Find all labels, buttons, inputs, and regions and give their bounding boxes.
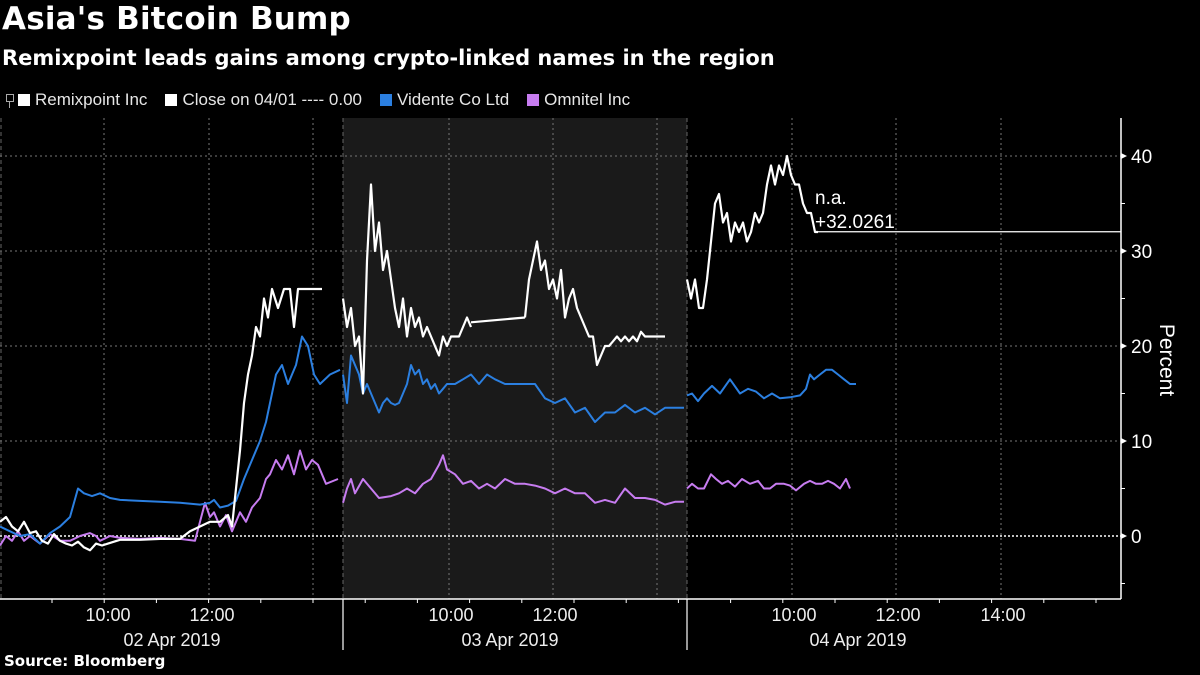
- annotation-na: n.a.: [815, 188, 847, 209]
- series-line-remixpoint-inc: [0, 287, 322, 552]
- y-tick-marker: [1121, 153, 1127, 159]
- legend-swatch-icon: [165, 94, 178, 106]
- y-tick-label: 20: [1131, 337, 1152, 358]
- x-tick-label: 12:00: [532, 605, 577, 625]
- x-tick-label: 14:00: [980, 605, 1025, 625]
- axis-labels: 0 10 20 30 40 10:00 12:00 10:00 12:00 10:00 12:00 1…: [85, 147, 1152, 650]
- legend-toggle-icon[interactable]: [6, 93, 14, 108]
- legend-item-omnitel[interactable]: Omnitel Inc: [527, 90, 630, 110]
- y-tick-label: 40: [1131, 147, 1152, 168]
- legend-swatch-icon: [527, 94, 540, 106]
- series-lines: [0, 154, 856, 552]
- series-line-omnitel-inc: [342, 454, 684, 506]
- series-line-remixpoint-inc: [341, 183, 473, 395]
- x-tick-label: 10:00: [771, 605, 816, 625]
- x-day-label: 02 Apr 2019: [123, 630, 220, 650]
- gridlines: [0, 118, 1121, 599]
- x-tick-label: 12:00: [875, 605, 920, 625]
- legend: Remixpoint Inc Close on 04/01 ---- 0.00 …: [6, 88, 648, 112]
- legend-item-remixpoint[interactable]: Remixpoint Inc: [18, 90, 147, 110]
- source-note: Source: Bloomberg: [4, 652, 166, 670]
- legend-swatch-icon: [18, 94, 30, 106]
- y-tick-marker: [1121, 438, 1127, 444]
- y-tick-label: 30: [1131, 242, 1152, 263]
- legend-swatch-icon: [379, 94, 392, 106]
- y-tick-marker: [1121, 533, 1127, 539]
- annotation-last-value: +32.0261: [815, 212, 895, 233]
- y-tick-label: 0: [1131, 527, 1142, 548]
- y-tick-label: 10: [1131, 432, 1152, 453]
- x-tick-label: 12:00: [189, 605, 234, 625]
- legend-item-vidente[interactable]: Vidente Co Ltd: [379, 90, 510, 110]
- series-line-remixpoint-inc: [523, 240, 665, 367]
- series-line-omnitel-inc: [686, 473, 851, 492]
- series-line-omnitel-inc: [0, 449, 339, 547]
- chart-subtitle: Remixpoint leads gains among crypto-link…: [2, 46, 775, 70]
- x-tick-label: 10:00: [85, 605, 130, 625]
- y-tick-marker: [1121, 248, 1127, 254]
- x-day-label: 03 Apr 2019: [461, 630, 558, 650]
- legend-label: Vidente Co Ltd: [396, 90, 510, 109]
- legend-label: Omnitel Inc: [544, 90, 631, 109]
- legend-item-close[interactable]: Close on 04/01 ---- 0.00: [165, 90, 362, 110]
- axes: [0, 118, 1127, 650]
- x-day-label: 04 Apr 2019: [809, 630, 906, 650]
- legend-label: Close on 04/01 ---- 0.00: [182, 90, 362, 109]
- chart-title: Asia's Bitcoin Bump: [2, 1, 351, 37]
- x-tick-label: 10:00: [428, 605, 473, 625]
- series-line-vidente-co-ltd: [342, 354, 684, 423]
- y-tick-marker: [1121, 343, 1127, 349]
- y-axis-label: Percent: [1155, 323, 1178, 397]
- legend-label: Remixpoint Inc: [35, 90, 148, 109]
- series-line-vidente-co-ltd: [0, 335, 341, 545]
- series-line-remixpoint-inc: [470, 316, 526, 324]
- series-line-vidente-co-ltd: [686, 368, 856, 403]
- series-line-remixpoint-inc: [685, 154, 818, 310]
- day2-shading: [343, 118, 687, 599]
